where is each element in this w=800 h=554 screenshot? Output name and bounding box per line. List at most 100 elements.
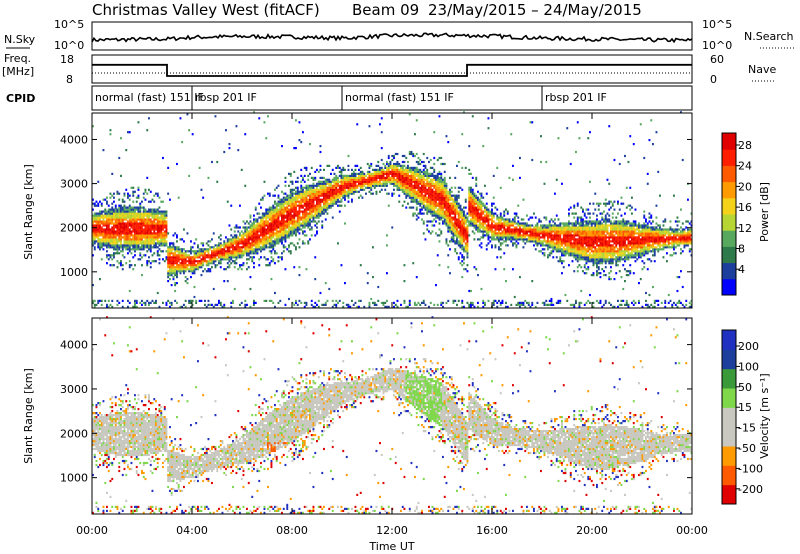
heatmap-cell <box>288 218 290 221</box>
heatmap-cell <box>246 238 248 241</box>
heatmap-cell <box>139 210 142 213</box>
heatmap-cell <box>93 238 96 241</box>
heatmap-cell <box>216 160 219 164</box>
heatmap-cell <box>515 234 518 237</box>
heatmap-cell <box>246 228 248 231</box>
heatmap-cell <box>148 236 150 239</box>
heatmap-cell <box>256 230 259 233</box>
heatmap-cell <box>197 252 199 255</box>
heatmap-cell <box>447 194 450 197</box>
heatmap-cell <box>127 238 129 241</box>
heatmap-cell <box>510 240 513 243</box>
heatmap-cell <box>151 226 154 229</box>
heatmap-cell <box>473 200 476 203</box>
heatmap-cell <box>410 186 413 189</box>
heatmap-cell <box>118 262 121 265</box>
heatmap-cell <box>421 176 423 179</box>
heatmap-cell <box>146 228 149 231</box>
heatmap-cell <box>291 198 294 201</box>
heatmap-cell <box>310 188 313 191</box>
heatmap-cell <box>412 184 415 187</box>
heatmap-cell <box>240 246 243 249</box>
heatmap-cell <box>391 174 394 177</box>
heatmap-cell <box>328 287 331 291</box>
heatmap-cell <box>109 242 112 245</box>
heatmap-cell <box>442 208 444 211</box>
heatmap-cell <box>534 240 537 243</box>
heatmap-cell <box>321 200 324 203</box>
heatmap-cell <box>496 256 499 259</box>
heatmap-cell <box>288 232 290 235</box>
heatmap-cell <box>256 252 259 255</box>
heatmap-cell <box>93 204 96 207</box>
heatmap-cell <box>412 180 415 183</box>
heatmap-cell <box>491 202 493 205</box>
heatmap-cell <box>457 242 460 245</box>
heatmap-cell <box>421 174 423 177</box>
heatmap-cell <box>387 174 390 177</box>
heatmap-cell <box>305 166 308 169</box>
heatmap-cell <box>512 224 514 227</box>
heatmap-cell <box>492 238 495 241</box>
heatmap-cell <box>328 188 331 191</box>
heatmap-cell <box>104 214 107 217</box>
heatmap-cell <box>312 194 315 197</box>
heatmap-cell <box>111 258 114 261</box>
heatmap-cell <box>132 248 135 251</box>
heatmap-cell <box>239 242 241 245</box>
heatmap-cell <box>263 240 266 243</box>
heatmap-cell <box>132 228 135 231</box>
heatmap-cell <box>274 224 276 227</box>
heatmap-cell <box>407 180 409 183</box>
heatmap-cell <box>461 224 464 227</box>
heatmap-cell <box>421 190 423 193</box>
heatmap-cell <box>113 214 115 217</box>
heatmap-cell <box>452 228 455 231</box>
heatmap-cell <box>351 174 353 177</box>
heatmap-cell <box>156 224 159 227</box>
heatmap-cell <box>239 248 241 251</box>
heatmap-cell <box>375 164 378 167</box>
heatmap-cell <box>149 266 152 269</box>
heatmap-cell <box>510 224 513 227</box>
heatmap-cell <box>246 254 248 257</box>
heatmap-cell <box>274 194 276 197</box>
heatmap-cell <box>179 270 182 273</box>
heatmap-cell <box>403 180 406 183</box>
heatmap-cell <box>435 210 437 213</box>
heatmap-cell <box>121 250 124 253</box>
heatmap-cell <box>475 228 478 231</box>
heatmap-cell <box>137 230 140 233</box>
heatmap-cell <box>195 266 198 269</box>
heatmap-cell <box>174 246 177 249</box>
heatmap-cell <box>393 176 395 179</box>
heatmap-cell <box>97 202 100 205</box>
freq-panel <box>91 54 693 84</box>
heatmap-cell <box>141 218 143 221</box>
heatmap-cell <box>235 236 238 239</box>
heatmap-cell <box>100 240 103 243</box>
heatmap-cell <box>198 264 201 267</box>
heatmap-cell <box>123 240 126 243</box>
heatmap-cell <box>162 242 164 245</box>
heatmap-cell <box>307 208 310 211</box>
heatmap-cell <box>475 200 478 203</box>
heatmap-cell <box>431 200 434 203</box>
heatmap-cell <box>289 190 292 193</box>
heatmap-cell <box>179 262 182 265</box>
heatmap-cell <box>337 188 339 191</box>
heatmap-cell <box>396 178 399 181</box>
heatmap-cell <box>452 299 455 302</box>
heatmap-cell <box>148 220 150 223</box>
heatmap-cell <box>135 206 138 209</box>
heatmap-cell <box>298 224 301 227</box>
heatmap-cell <box>218 250 220 253</box>
heatmap-cell <box>408 176 411 179</box>
heatmap-cell <box>461 256 464 259</box>
heatmap-cell <box>342 174 345 177</box>
heatmap-cell <box>508 220 511 223</box>
heatmap-cell <box>491 210 493 213</box>
heatmap-cell <box>300 216 303 219</box>
heatmap-cell <box>114 240 117 243</box>
heatmap-cell <box>95 303 98 306</box>
